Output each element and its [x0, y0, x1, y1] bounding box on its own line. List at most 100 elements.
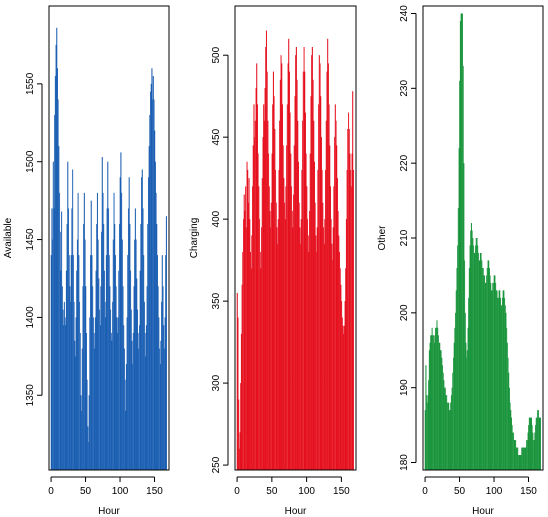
other-bar — [436, 320, 438, 470]
charging-bar — [308, 251, 310, 470]
charging-bar — [284, 219, 286, 470]
available-bar — [87, 441, 90, 470]
available-bar — [55, 44, 57, 471]
available-y-axis: 1350 1400 1450 1500 1550 — [25, 72, 43, 406]
charging-bar — [278, 169, 280, 470]
charging-y-tick-label: 300 — [211, 374, 222, 391]
other-bar — [450, 402, 452, 470]
charging-bar — [338, 235, 340, 470]
other-bar — [472, 238, 474, 470]
other-bar — [521, 447, 524, 470]
other-bar — [501, 305, 503, 470]
available-bar — [153, 99, 155, 471]
other-bar — [460, 13, 462, 470]
available-bar — [90, 200, 92, 470]
charging-bar — [309, 210, 311, 470]
charging-bar — [341, 301, 343, 470]
available-bar — [65, 325, 67, 470]
charging-bar — [248, 178, 250, 470]
other-panel: 0 50 100 150 180 190 200 210 220 230 240 Hour Oth… — [377, 5, 544, 517]
other-bar — [439, 350, 441, 470]
other-bar — [523, 447, 525, 470]
available-y-axis-label: Available — [3, 217, 14, 258]
charging-bar — [334, 104, 336, 471]
other-bar — [481, 267, 484, 470]
other-bar — [507, 357, 509, 470]
charging-bar — [290, 153, 292, 470]
charging-bar — [306, 219, 309, 470]
available-bar — [56, 27, 58, 471]
available-bar — [154, 161, 156, 470]
charging-bar — [313, 120, 315, 471]
other-bar — [535, 425, 537, 470]
charging-bar — [347, 128, 349, 470]
available-bar — [92, 286, 94, 470]
charging-bar — [349, 153, 351, 470]
available-bar — [89, 317, 91, 470]
available-x-axis-label: Hour — [98, 506, 120, 517]
charging-bar — [273, 96, 275, 471]
charging-bar — [332, 227, 334, 470]
other-bar — [517, 447, 519, 470]
available-x-tick-label: 50 — [80, 486, 92, 497]
other-bar — [452, 372, 454, 470]
charging-y-axis-label: Charging — [189, 218, 200, 259]
charging-bar — [350, 169, 352, 470]
available-x-tick-label: 0 — [48, 486, 54, 497]
charging-bar — [272, 104, 274, 471]
other-bar — [533, 440, 535, 470]
available-bars — [50, 27, 167, 471]
other-bar — [473, 252, 475, 470]
available-bar — [161, 301, 163, 470]
charging-bar — [335, 120, 337, 471]
available-bar — [50, 255, 52, 470]
available-bar — [124, 379, 126, 470]
available-bar — [112, 239, 114, 470]
charging-bar — [255, 87, 257, 470]
available-bar — [77, 192, 79, 470]
other-bar — [478, 260, 480, 470]
other-y-tick-label: 190 — [399, 379, 410, 396]
available-bar — [157, 286, 159, 470]
other-x-tick-label: 0 — [422, 486, 428, 497]
other-bar — [437, 335, 439, 470]
other-bar — [456, 267, 458, 470]
other-x-tick-label: 150 — [520, 486, 537, 497]
other-bar — [517, 455, 519, 470]
other-bar — [518, 455, 520, 470]
other-bar — [442, 372, 444, 470]
available-bar — [150, 91, 152, 470]
charging-bar — [343, 333, 345, 470]
other-bar — [497, 297, 499, 470]
other-bar — [510, 417, 512, 470]
charging-bar — [254, 120, 256, 471]
available-bar — [155, 192, 157, 470]
charging-bar — [338, 251, 341, 470]
charging-bar — [329, 186, 331, 470]
available-bar — [72, 169, 74, 471]
charging-bar — [240, 383, 242, 470]
available-bar — [91, 255, 93, 470]
charging-bar — [249, 219, 251, 470]
charging-y-axis: 250 300 350 400 450 500 — [211, 46, 229, 473]
other-bar — [539, 417, 541, 470]
charging-bar — [254, 137, 256, 471]
charging-y-tick-label: 450 — [211, 128, 222, 145]
available-bar — [83, 223, 85, 470]
other-bar — [431, 327, 433, 470]
available-bar — [149, 114, 151, 471]
charging-bar — [336, 145, 338, 471]
charging-bar — [279, 120, 281, 471]
charging-bar — [274, 128, 276, 470]
available-bar — [54, 114, 56, 471]
other-bar — [466, 350, 468, 470]
available-x-axis: 0 50 100 150 — [48, 476, 163, 497]
charging-bar — [238, 399, 240, 470]
other-bar — [453, 342, 455, 470]
charging-bar — [296, 79, 298, 470]
charging-bar — [236, 292, 238, 470]
other-bar — [449, 410, 451, 470]
other-bar — [539, 417, 541, 470]
other-bar — [515, 447, 517, 470]
